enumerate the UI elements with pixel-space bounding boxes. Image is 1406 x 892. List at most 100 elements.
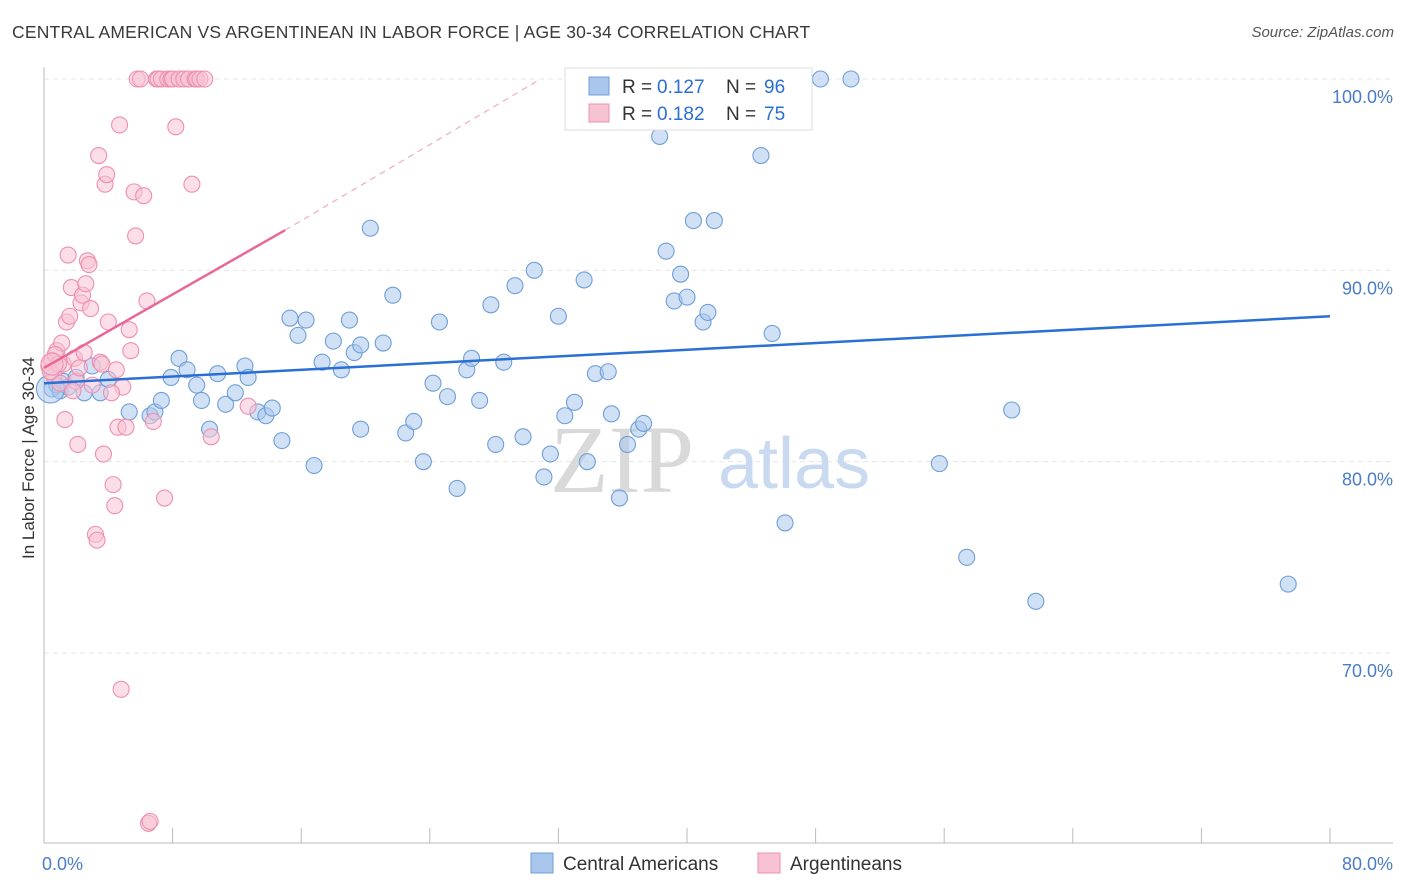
central-point-63: [565, 393, 584, 411]
central-point-30: [289, 326, 307, 344]
legend-argentine-r-value: 0.182: [657, 104, 705, 125]
central-point-88: [842, 70, 860, 88]
central-point-38: [352, 336, 370, 354]
central-point-22: [226, 384, 244, 402]
argentine-point-43: [135, 187, 153, 205]
central-point-52: [471, 391, 489, 409]
argentine-point-40: [127, 227, 145, 245]
central-point-89: [930, 455, 948, 473]
series-legend: Central Americans Argentineans: [530, 852, 902, 875]
central-point-65: [578, 453, 596, 471]
central-point-42: [384, 286, 402, 304]
central-point-46: [424, 374, 442, 392]
central-point-60: [541, 445, 559, 463]
central-point-29: [281, 309, 299, 327]
argentine-point-47: [144, 412, 162, 431]
central-point-34: [324, 332, 342, 350]
central-point-68: [602, 405, 620, 423]
central-point-59: [535, 468, 553, 486]
argentine-point-73: [93, 355, 111, 373]
central-point-35: [332, 361, 350, 379]
central-point-31: [297, 311, 315, 329]
bottom-legend-swatch-central: [530, 852, 554, 874]
argentine-point-37: [120, 321, 138, 339]
central-point-74: [651, 127, 669, 145]
legend-central-r-label: R =: [622, 77, 652, 98]
central-point-53: [482, 296, 500, 314]
central-point-78: [678, 288, 696, 306]
central-point-51: [463, 349, 481, 367]
argentine-point-22: [88, 531, 106, 549]
argentine-point-55: [167, 118, 185, 136]
central-point-32: [305, 456, 323, 475]
argentine-point-34: [112, 680, 130, 698]
central-point-79: [684, 212, 702, 230]
argentine-point-42: [131, 70, 149, 88]
correlation-legend: R = 0.127 N = 96 R = 0.182 N = 75: [564, 67, 813, 131]
central-point-84: [752, 146, 770, 165]
central-point-56: [506, 277, 524, 295]
central-point-69: [610, 489, 629, 507]
argentine-point-14: [69, 435, 87, 453]
central-point-87: [811, 70, 829, 88]
argentine-point-59: [183, 175, 201, 193]
y-tick-label-80: 80.0%: [1342, 470, 1393, 490]
argentine-point-7: [56, 411, 74, 429]
central-point-47: [430, 313, 448, 331]
central-point-41: [374, 334, 392, 352]
x-tick-min: 0.0%: [42, 854, 83, 874]
y-axis-label: In Labor Force | Age 30-34: [19, 357, 38, 559]
central-point-28: [273, 432, 291, 450]
argentine-point-29: [104, 476, 122, 494]
central-point-70: [618, 435, 637, 453]
legend-central-n-value: 96: [764, 77, 785, 98]
legend-swatch-central: [588, 76, 610, 96]
central-point-91: [1003, 401, 1021, 419]
central-point-55: [495, 353, 513, 371]
y-tick-label-90: 90.0%: [1342, 278, 1393, 298]
central-point-64: [575, 271, 593, 289]
central-point-93: [1279, 575, 1297, 593]
central-point-82: [705, 212, 723, 230]
argentine-point-10: [61, 307, 79, 325]
argentine-point-25: [94, 445, 113, 463]
legend-swatch-argentine: [588, 103, 610, 123]
argentine-point-46: [141, 812, 159, 830]
central-point-75: [657, 242, 675, 260]
argentine-point-74: [102, 384, 121, 402]
x-tick-max: 80.0%: [1342, 854, 1393, 874]
argentine-point-27: [98, 166, 116, 184]
central-point-39: [361, 219, 379, 237]
legend-central-n-label: N =: [726, 77, 756, 98]
central-point-67: [599, 363, 617, 381]
central-point-18: [192, 391, 211, 409]
central-point-72: [635, 414, 653, 432]
watermark-atlas: atlas: [718, 424, 870, 504]
argentine-point-20: [82, 300, 100, 318]
central-point-33: [313, 353, 331, 371]
central-point-36: [340, 311, 358, 329]
trend-lines: [43, 78, 1331, 385]
watermark: ZIP atlas: [550, 406, 870, 513]
argentine-point-31: [107, 361, 125, 379]
source-label: Source: ZipAtlas.com: [1251, 24, 1394, 41]
argentine-point-69: [64, 382, 82, 400]
argentine-point-51: [156, 489, 174, 507]
y-tick-labels: 70.0% 80.0% 90.0% 100.0%: [1332, 87, 1393, 681]
legend-argentine-r-label: R =: [622, 104, 652, 125]
central-point-92: [1027, 592, 1045, 610]
central-point-81: [699, 303, 717, 321]
argentine-point-9: [59, 246, 77, 264]
argentine-point-19: [80, 256, 98, 274]
axes: [43, 67, 1393, 844]
argentine-point-36: [117, 418, 135, 436]
legend-central-r-value: 0.127: [657, 77, 705, 98]
argentine-point-63: [196, 70, 214, 88]
central-point-45: [414, 453, 432, 471]
y-tick-label-100: 100.0%: [1332, 87, 1393, 107]
argentine-point-33: [111, 116, 129, 134]
central-point-21: [217, 395, 235, 413]
central-americans-points: [35, 70, 1297, 610]
argentineans-points: [40, 70, 257, 832]
